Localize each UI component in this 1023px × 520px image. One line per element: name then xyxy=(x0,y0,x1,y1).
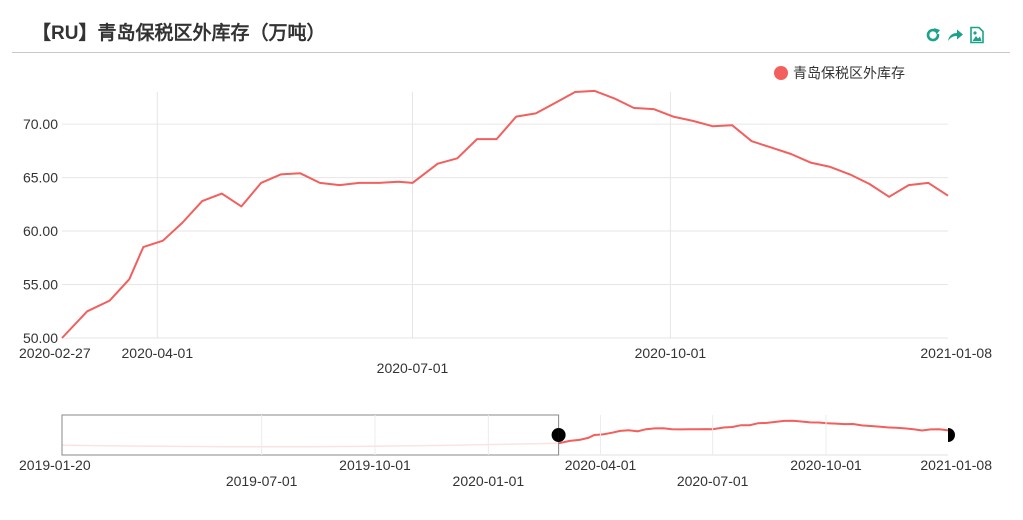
navigator-handle-right[interactable] xyxy=(948,428,955,442)
chart-title: 【RU】青岛保税区外库存（万吨） xyxy=(32,23,326,44)
x-tick-label: 2020-07-01 xyxy=(377,360,449,376)
x-tick-label: 2021-01-08 xyxy=(920,345,992,361)
legend-marker xyxy=(774,66,788,80)
legend-label: 青岛保税区外库存 xyxy=(793,65,905,81)
navigator-tick-label: 2020-10-01 xyxy=(790,457,862,473)
y-tick-label: 55.00 xyxy=(23,277,58,293)
x-tick-label: 2020-04-01 xyxy=(122,345,194,361)
navigator-tick-label: 2019-01-20 xyxy=(19,457,91,473)
navigator-handle-left[interactable] xyxy=(551,428,559,442)
navigator-tick-label: 2020-07-01 xyxy=(677,473,749,489)
share-icon[interactable] xyxy=(946,26,964,44)
y-tick-label: 70.00 xyxy=(23,116,58,132)
toolbar xyxy=(924,26,986,44)
series-line xyxy=(61,89,949,339)
chart-header: 【RU】青岛保税区外库存（万吨） xyxy=(12,0,1010,53)
navigator-window[interactable] xyxy=(61,414,560,456)
x-tick-label: 2020-02-27 xyxy=(19,345,91,361)
legend-item[interactable]: 青岛保税区外库存 xyxy=(774,63,905,83)
navigator-tick-label: 2020-01-01 xyxy=(453,473,525,489)
y-tick-label: 60.00 xyxy=(23,223,58,239)
navigator-tick-label: 2021-01-08 xyxy=(920,457,992,473)
x-tick-label: 2020-10-01 xyxy=(635,345,707,361)
y-tick-label: 65.00 xyxy=(23,170,58,186)
y-tick-label: 50.00 xyxy=(23,330,58,346)
navigator-tick-label: 2019-10-01 xyxy=(339,457,411,473)
refresh-icon[interactable] xyxy=(924,26,942,44)
navigator-handle-left-right[interactable] xyxy=(558,428,566,442)
navigator-tick-label: 2020-04-01 xyxy=(565,457,637,473)
navigator-tick-label: 2019-07-01 xyxy=(226,473,298,489)
navigator-line xyxy=(558,419,949,445)
save-image-icon[interactable] xyxy=(968,26,986,44)
